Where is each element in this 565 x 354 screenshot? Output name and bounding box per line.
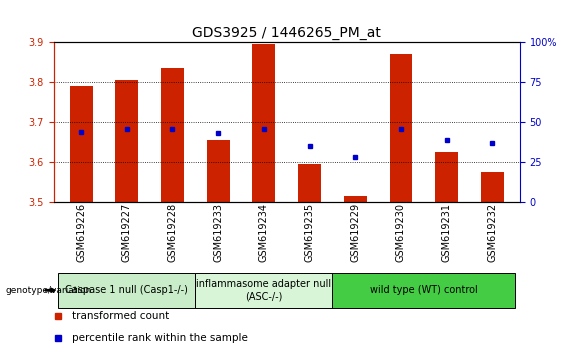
Bar: [195, 273, 332, 308]
Text: inflammasome adapter null
(ASC-/-): inflammasome adapter null (ASC-/-): [196, 279, 332, 302]
Bar: [298, 164, 321, 202]
Bar: [332, 273, 515, 308]
Text: transformed count: transformed count: [72, 312, 170, 321]
Bar: [161, 68, 184, 202]
Bar: [435, 152, 458, 202]
Bar: [207, 140, 229, 202]
Text: wild type (WT) control: wild type (WT) control: [370, 285, 478, 295]
Bar: [344, 196, 367, 202]
Bar: [115, 80, 138, 202]
Bar: [69, 86, 93, 202]
Bar: [389, 55, 412, 202]
Bar: [58, 273, 195, 308]
Bar: [481, 172, 504, 202]
Title: GDS3925 / 1446265_PM_at: GDS3925 / 1446265_PM_at: [192, 26, 381, 40]
Text: percentile rank within the sample: percentile rank within the sample: [72, 333, 248, 343]
Text: Caspase 1 null (Casp1-/-): Caspase 1 null (Casp1-/-): [66, 285, 188, 295]
Text: genotype/variation: genotype/variation: [6, 286, 92, 295]
Bar: [253, 45, 275, 202]
